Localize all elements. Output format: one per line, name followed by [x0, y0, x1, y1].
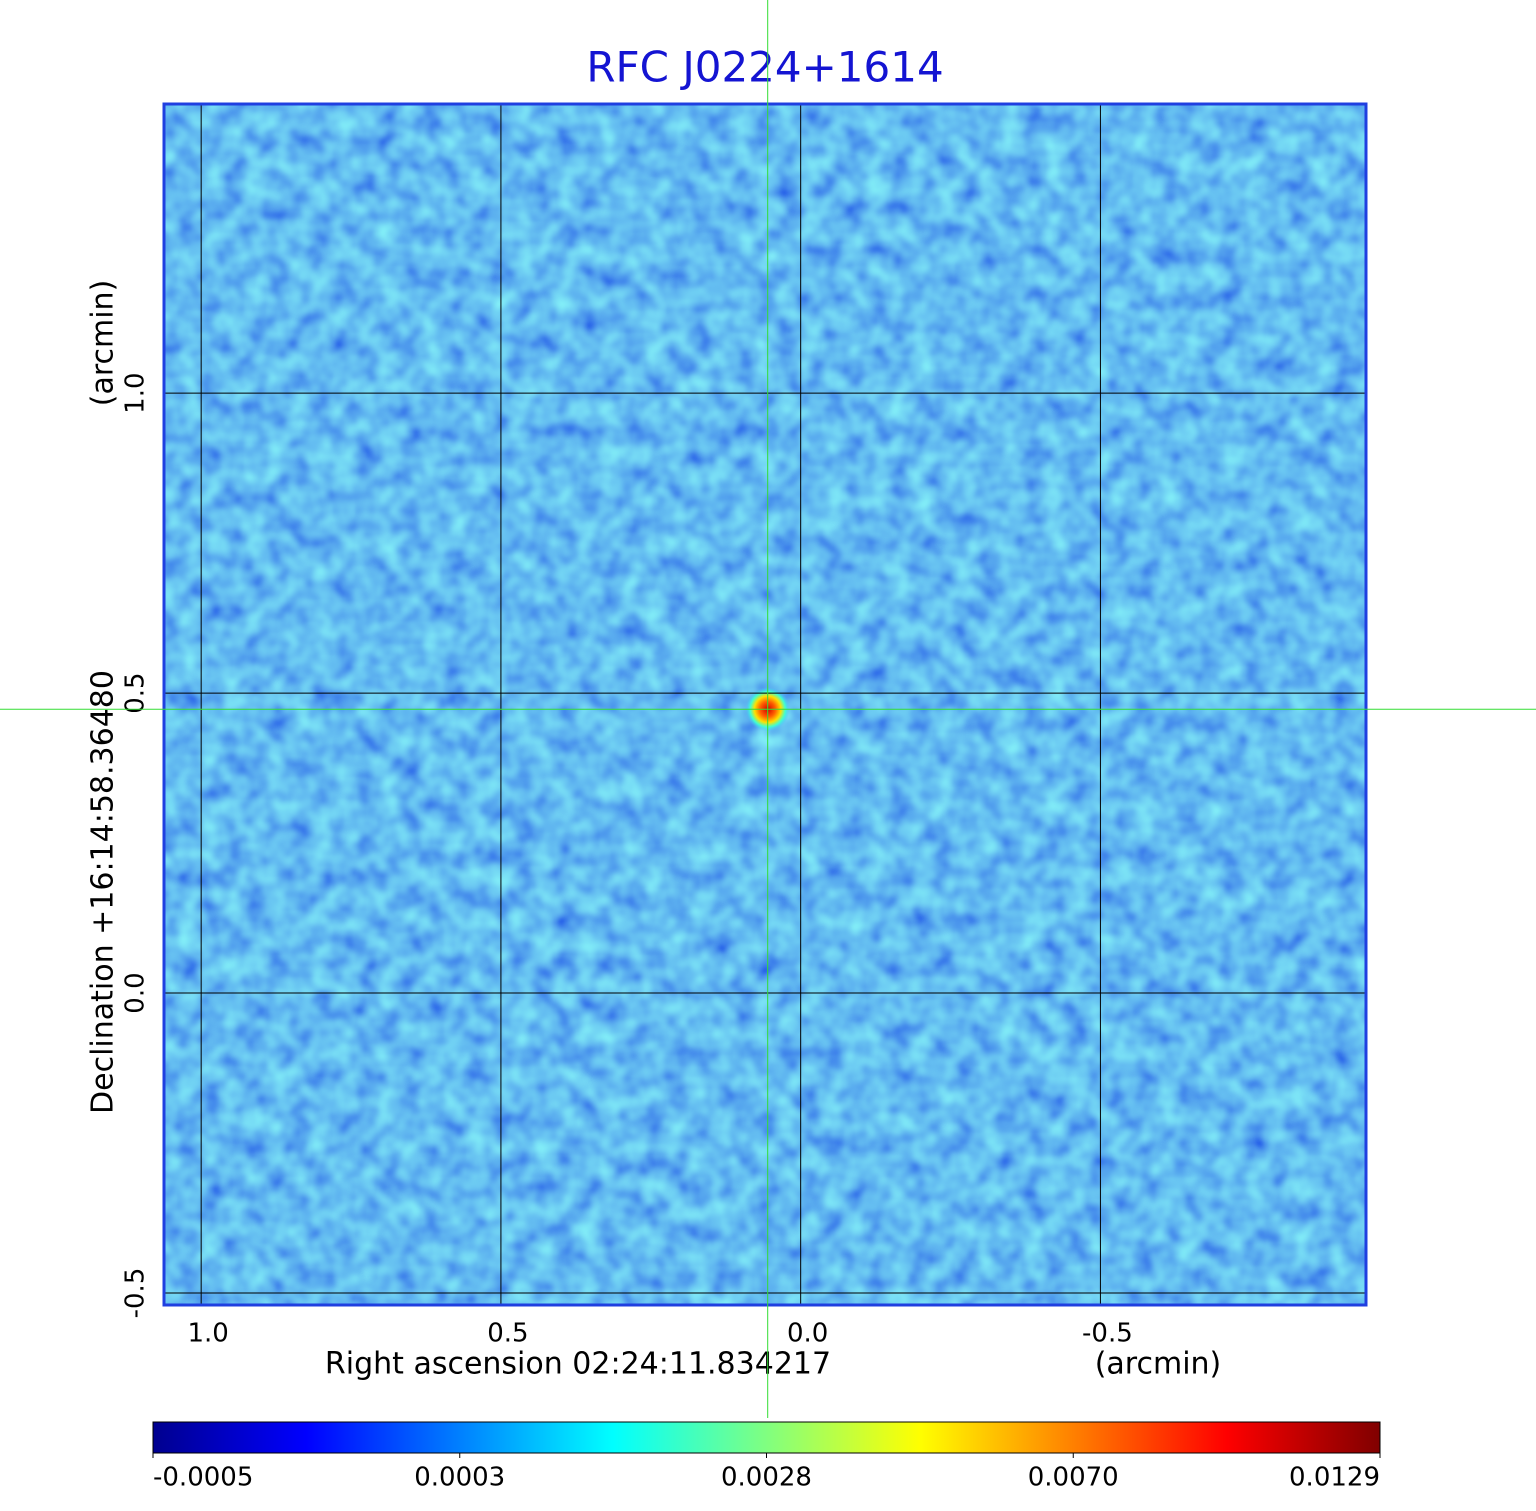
plot-frame [162, 102, 1368, 1307]
y-tick-label: 0.0 [121, 972, 151, 1013]
x-tick-label: 0.5 [487, 1319, 528, 1349]
colorbar-tick-label: 0.0028 [721, 1463, 812, 1493]
x-tick-label: -0.5 [1082, 1319, 1133, 1349]
x-tick-label: 0.0 [787, 1319, 828, 1349]
x-tick-label: 1.0 [187, 1319, 228, 1349]
chart-title: RFC J0224+1614 [586, 43, 943, 92]
y-axis-label: Declination +16:14:58.36480 [86, 670, 121, 1114]
colorbar-tick-label: -0.0005 [153, 1463, 253, 1493]
colorbar-tick-label: 0.0070 [1028, 1463, 1119, 1493]
x-axis-unit: (arcmin) [1095, 1347, 1222, 1382]
colorbar-tick-label: 0.0003 [414, 1463, 505, 1493]
colorbar [152, 1421, 1381, 1454]
y-tick-label: 1.0 [121, 372, 151, 413]
x-axis-label: Right ascension 02:24:11.834217 [325, 1347, 831, 1382]
y-tick-label: 0.5 [121, 672, 151, 713]
colorbar-tick-label: 0.0129 [1289, 1463, 1380, 1493]
y-tick-label: -0.5 [121, 1268, 151, 1319]
y-axis-unit: (arcmin) [86, 280, 121, 407]
